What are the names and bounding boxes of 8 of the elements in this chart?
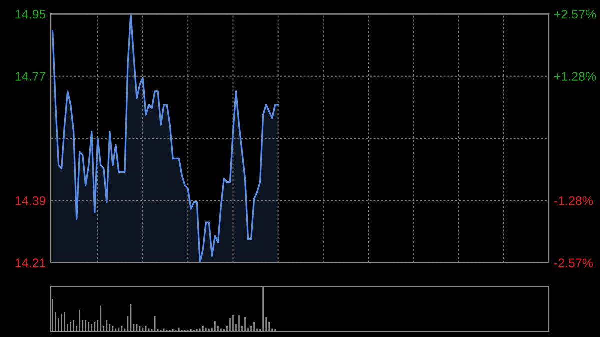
y2-tick-label: +2.57%: [554, 10, 596, 19]
y2-tick-label: -2.57%: [554, 258, 594, 268]
y2-tick-label: +1.28%: [554, 72, 596, 81]
y-tick-label: 14.21: [16, 258, 46, 268]
y-tick-label: 14.95: [16, 10, 46, 19]
y2-tick-label: -1.28%: [554, 196, 594, 206]
y-tick-label: 14.77: [16, 72, 46, 81]
y-tick-label: 14.39: [16, 196, 46, 206]
